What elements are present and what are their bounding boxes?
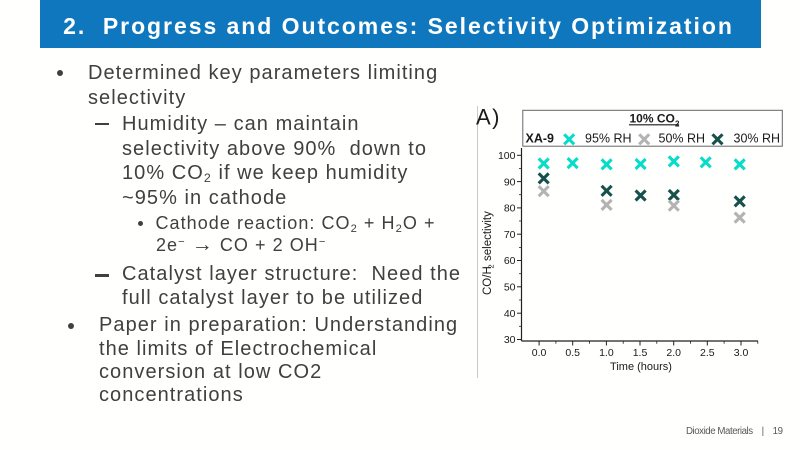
svg-text:30: 30 xyxy=(504,334,516,346)
svg-text:60: 60 xyxy=(504,255,516,267)
svg-text:1.5: 1.5 xyxy=(633,347,648,359)
svg-text:XA-9: XA-9 xyxy=(526,131,555,145)
svg-text:2.5: 2.5 xyxy=(700,347,715,359)
svg-text:70: 70 xyxy=(504,229,516,241)
svg-text:2.0: 2.0 xyxy=(666,347,681,359)
svg-text:30% RH: 30% RH xyxy=(734,131,781,145)
svg-text:0.0: 0.0 xyxy=(532,347,547,359)
svg-text:50: 50 xyxy=(504,282,516,294)
svg-text:80: 80 xyxy=(504,203,516,215)
svg-text:90: 90 xyxy=(504,176,516,188)
svg-text:A): A) xyxy=(476,105,501,130)
svg-text:2: 2 xyxy=(675,120,680,129)
svg-text:CO/H: CO/H xyxy=(482,266,494,295)
svg-text:50% RH: 50% RH xyxy=(659,131,706,145)
svg-text:10% CO: 10% CO xyxy=(630,112,675,126)
svg-text:40: 40 xyxy=(504,308,516,320)
svg-text:0.5: 0.5 xyxy=(565,347,580,359)
svg-text:Time (hours): Time (hours) xyxy=(610,361,672,373)
svg-text:selectivity: selectivity xyxy=(482,211,494,261)
svg-text:3.0: 3.0 xyxy=(734,347,749,359)
svg-text:95% RH: 95% RH xyxy=(585,131,632,145)
svg-text:2: 2 xyxy=(487,264,496,268)
svg-text:1.0: 1.0 xyxy=(599,347,614,359)
svg-text:100: 100 xyxy=(498,150,516,162)
